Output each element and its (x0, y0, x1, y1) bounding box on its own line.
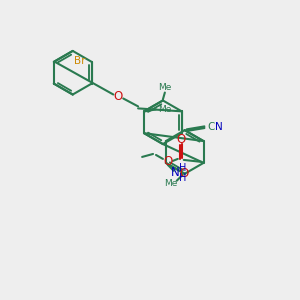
Text: Br: Br (74, 56, 86, 66)
Text: O: O (179, 167, 188, 180)
Text: O: O (176, 133, 185, 146)
Text: N: N (171, 166, 180, 179)
Text: Me: Me (158, 82, 172, 91)
Text: C: C (208, 122, 215, 132)
Text: O: O (114, 90, 123, 103)
Text: H: H (179, 163, 186, 173)
Text: O: O (163, 155, 172, 168)
Text: Me: Me (164, 179, 178, 188)
Text: N: N (215, 122, 223, 132)
Text: H: H (179, 173, 186, 183)
Text: Me: Me (158, 105, 171, 114)
